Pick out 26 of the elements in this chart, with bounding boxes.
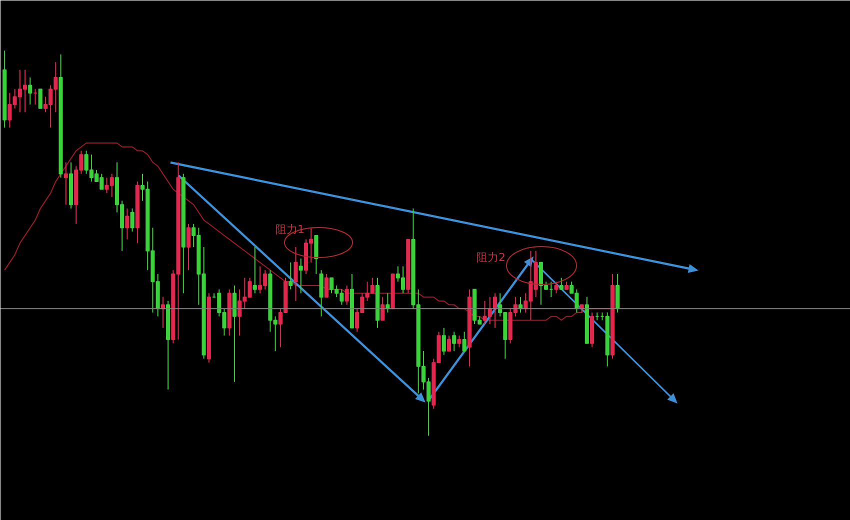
- candlestick: [380, 296, 385, 321]
- candlestick: [64, 162, 68, 206]
- annotation: 阻力2: [476, 251, 506, 264]
- candlestick: [130, 208, 134, 232]
- candlestick: [298, 258, 303, 294]
- candlestick: [324, 273, 328, 298]
- candlestick: [446, 335, 452, 352]
- candlestick: [457, 335, 462, 348]
- candlestick: [554, 281, 558, 294]
- candlestick: [314, 234, 318, 274]
- candlestick: [442, 327, 446, 356]
- candlestick: [38, 88, 42, 109]
- candlestick: [344, 285, 349, 306]
- candlestick: [616, 273, 620, 313]
- candlestick: [125, 208, 130, 240]
- candlestick: [232, 285, 236, 382]
- candlestick: [252, 246, 257, 294]
- candlestick: [492, 292, 498, 328]
- candlestick: [559, 277, 564, 290]
- candlestick: [294, 246, 298, 302]
- candlestick: [288, 262, 293, 290]
- candlestick: [186, 223, 191, 271]
- candlestick: [452, 331, 456, 352]
- candlestick: [319, 270, 324, 317]
- candlestick: [462, 331, 466, 352]
- candlestick: [28, 77, 32, 105]
